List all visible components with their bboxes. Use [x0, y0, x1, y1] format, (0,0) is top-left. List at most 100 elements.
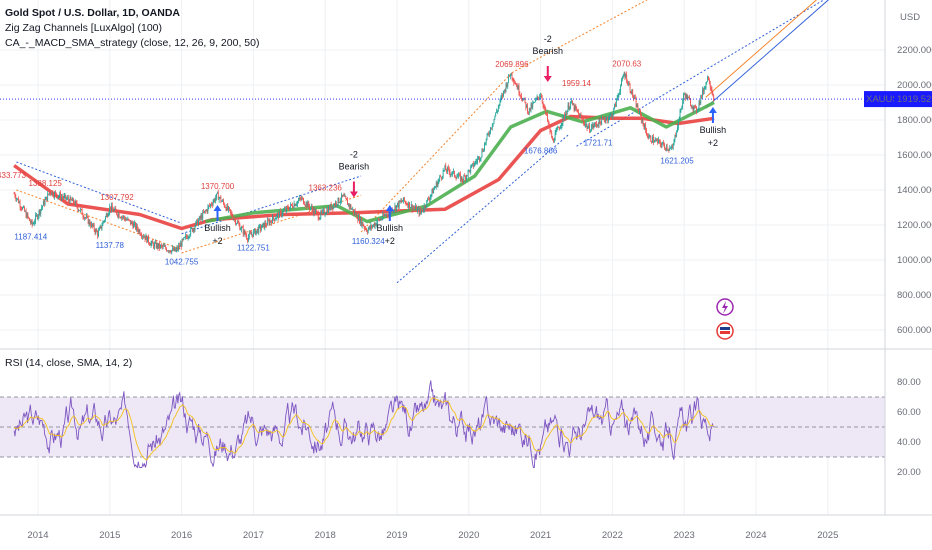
candle-body — [494, 116, 496, 120]
candle-body — [113, 209, 115, 212]
candle-body — [52, 191, 54, 196]
candle-body — [422, 210, 424, 212]
indicator-zigzag-label[interactable]: Zig Zag Channels [LuxAlgo] (100) — [5, 22, 163, 34]
candle-body — [375, 223, 377, 226]
candle-body — [501, 95, 503, 98]
candle-body — [77, 206, 79, 211]
candle-body — [104, 216, 106, 221]
candle-body — [563, 114, 565, 116]
channel-upper-line — [360, 72, 513, 233]
candle-body — [315, 210, 317, 214]
candle-body — [100, 225, 102, 229]
candle-body — [177, 247, 179, 250]
symbol-tag: XAUUSD — [866, 94, 906, 105]
candle-body — [262, 223, 264, 225]
pivot-label: 1160.324 — [352, 237, 385, 246]
candle-body — [112, 208, 114, 212]
candle-body — [324, 214, 326, 216]
candle-body — [145, 235, 147, 240]
candle-body — [212, 201, 214, 206]
candle-body — [415, 206, 416, 209]
candle-body — [83, 216, 85, 219]
candle-body — [210, 204, 212, 205]
candle-body — [491, 125, 493, 129]
rsi-legend-label[interactable]: RSI (14, close, SMA, 14, 2) — [5, 357, 133, 369]
candle-body — [208, 205, 210, 207]
candle-body — [235, 219, 236, 224]
candle-body — [470, 166, 472, 173]
candle-body — [540, 95, 542, 98]
candle-body — [170, 251, 172, 253]
candle-body — [703, 88, 705, 93]
chart-title[interactable]: Gold Spot / U.S. Dollar, 1D, OANDA — [5, 7, 181, 19]
candle-body — [396, 205, 398, 210]
candle-body — [678, 119, 680, 121]
candle-body — [367, 229, 369, 233]
candle-body — [629, 84, 631, 92]
candle-body — [364, 226, 366, 229]
candle-body — [707, 76, 709, 82]
candle-body — [67, 197, 68, 199]
candle-body — [152, 241, 154, 244]
candle-body — [417, 208, 419, 210]
candle-body — [413, 207, 415, 209]
candle-body — [681, 106, 683, 109]
candle-body — [687, 96, 689, 100]
candle-body — [32, 223, 34, 225]
rsi-pane: 80.00 60.00 40.00 20.00 — [0, 377, 921, 478]
candle-body — [640, 110, 641, 115]
candle-body — [73, 202, 75, 205]
candle-body — [131, 221, 133, 224]
candle-body — [311, 206, 313, 210]
candle-body — [466, 175, 468, 177]
candle-body — [626, 74, 628, 83]
candle-body — [414, 207, 416, 209]
pivot-label: 1042.755 — [165, 257, 199, 266]
candle-body — [316, 211, 318, 213]
candle-body — [117, 213, 119, 217]
candle-body — [509, 75, 510, 77]
candle-body — [589, 125, 591, 132]
candle-body — [90, 224, 92, 227]
rsi-tick-label: 40.00 — [897, 437, 921, 448]
candle-body — [186, 237, 188, 239]
candle-body — [606, 117, 608, 120]
candle-body — [506, 83, 508, 87]
candle-body — [582, 118, 584, 120]
candle-body — [492, 123, 494, 126]
candle-body — [121, 216, 123, 219]
indicator-strategy-label[interactable]: CA_-_MACD_SMA_strategy (close, 12, 26, 9… — [5, 37, 260, 49]
candle-body — [278, 213, 279, 218]
candle-body — [182, 239, 184, 241]
candle-body — [436, 182, 438, 187]
candle-body — [357, 218, 359, 221]
candle-body — [543, 106, 545, 107]
candle-body — [504, 90, 506, 91]
candle-body — [362, 222, 364, 226]
candle-body — [361, 222, 363, 226]
candle-body — [462, 180, 464, 182]
candle-body — [400, 200, 402, 202]
candle-body — [686, 94, 688, 100]
candle-body — [427, 198, 429, 201]
candle-body — [571, 100, 573, 105]
candle-body — [652, 136, 653, 143]
candle-body — [697, 107, 699, 111]
candle-body — [557, 127, 559, 130]
time-tick-label: 2014 — [27, 530, 48, 541]
price-tick-label: 2200.000 — [897, 45, 932, 56]
candle-body — [248, 236, 249, 241]
candle-body — [607, 117, 609, 121]
candle-body — [229, 207, 230, 210]
time-tick-label: 2021 — [530, 530, 551, 541]
candle-body — [661, 144, 663, 147]
candle-body — [580, 114, 582, 117]
candle-body — [80, 209, 82, 210]
candle-body — [484, 143, 485, 151]
candle-body — [138, 230, 140, 233]
candle-body — [673, 139, 675, 146]
candle-body — [547, 120, 549, 123]
candle-body — [666, 146, 668, 150]
candle-body — [418, 208, 420, 215]
